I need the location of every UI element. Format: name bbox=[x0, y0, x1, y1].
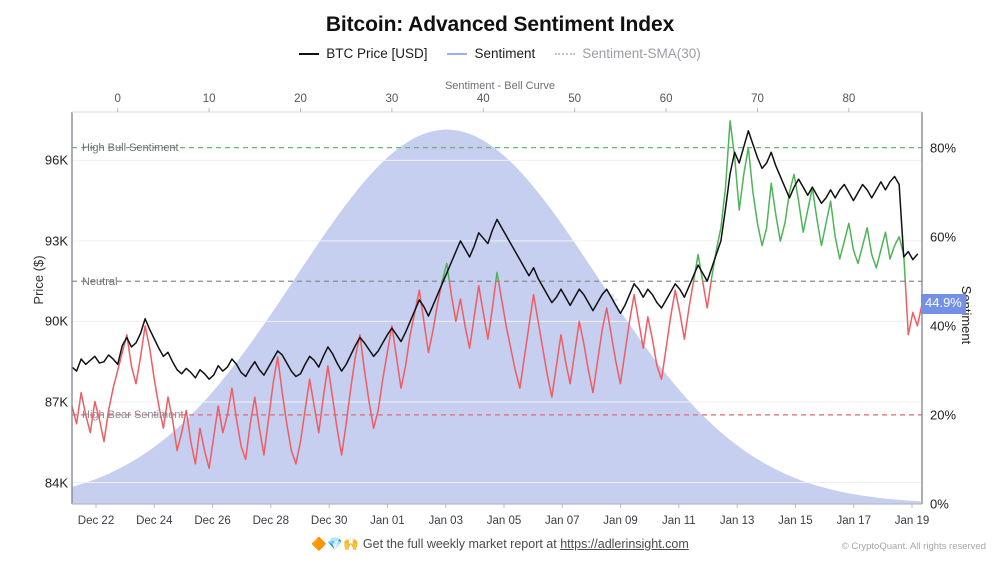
x-axis-tick-jan-03: Jan 03 bbox=[428, 515, 463, 527]
x-axis-tick-dec-30: Dec 30 bbox=[310, 515, 348, 527]
legend-swatch-sentiment bbox=[447, 52, 468, 55]
top-axis-tick-20: 20 bbox=[294, 93, 307, 105]
legend-item-btc-price[interactable]: BTC Price [USD] bbox=[299, 46, 427, 61]
x-axis-tick-jan-19: Jan 19 bbox=[894, 515, 930, 527]
x-axis-tick-jan-01: Jan 01 bbox=[370, 515, 405, 527]
x-axis-tick-jan-05: Jan 05 bbox=[486, 515, 522, 527]
x-axis-tick-jan-15: Jan 15 bbox=[778, 515, 813, 527]
y-axis-right-tick-20%: 20% bbox=[930, 407, 957, 423]
threshold-label-high-bear: High Bear Sentiment bbox=[82, 409, 184, 421]
x-axis-tick-dec-22: Dec 22 bbox=[77, 515, 115, 527]
x-axis-tick-jan-17: Jan 17 bbox=[836, 515, 871, 527]
chart-legend: BTC Price [USD] Sentiment Sentiment-SMA(… bbox=[0, 46, 1000, 61]
top-axis-tick-30: 30 bbox=[385, 93, 399, 105]
series-group bbox=[72, 120, 922, 470]
top-axis-title: Sentiment - Bell Curve bbox=[444, 80, 556, 92]
y-axis-right-tick-60%: 60% bbox=[930, 229, 957, 245]
footer-promo-link[interactable]: https://adlerinsight.com bbox=[560, 537, 689, 551]
x-axis-tick-jan-13: Jan 13 bbox=[719, 515, 755, 527]
legend-label-btc-price: BTC Price [USD] bbox=[326, 46, 428, 61]
y-axis-left-tick-93K: 93K bbox=[44, 233, 68, 249]
y-axis-left-tick-96K: 96K bbox=[44, 152, 68, 168]
x-axis-tick-dec-28: Dec 28 bbox=[252, 515, 290, 527]
legend-item-sentiment-sma[interactable]: Sentiment-SMA(30) bbox=[555, 46, 701, 61]
y-axis-left-tick-90K: 90K bbox=[44, 313, 68, 329]
diamond-hands-emoji-icon: 🔶💎🙌 bbox=[311, 537, 360, 551]
threshold-label-high-bull: High Bull Sentiment bbox=[82, 142, 179, 154]
x-axis-ticks bbox=[95, 504, 913, 508]
threshold-label-neutral: Neutral bbox=[82, 276, 118, 288]
top-axis-tick-70: 70 bbox=[751, 93, 764, 105]
x-axis-tick-dec-26: Dec 26 bbox=[194, 515, 231, 527]
btc-price-series bbox=[72, 130, 919, 380]
x-axis-tick-jan-07: Jan 07 bbox=[545, 515, 580, 527]
y-axis-left-tick-84K: 84K bbox=[44, 475, 68, 491]
top-axis-tick-40: 40 bbox=[476, 93, 490, 105]
top-axis-tick-50: 50 bbox=[568, 93, 582, 105]
y-axis-right-tick-40%: 40% bbox=[930, 318, 957, 334]
x-axis-tick-jan-09: Jan 09 bbox=[603, 515, 638, 527]
x-axis-tick-dec-24: Dec 24 bbox=[136, 515, 173, 527]
y-axis-left-tick-87K: 87K bbox=[44, 394, 68, 410]
x-axis-tick-jan-11: Jan 11 bbox=[662, 515, 696, 527]
legend-swatch-sentiment-sma bbox=[555, 52, 576, 55]
footer-copyright: © CryptoQuant. All rights reserved bbox=[841, 541, 986, 552]
top-axis-ticks bbox=[117, 108, 850, 112]
top-axis-tick-0: 0 bbox=[114, 93, 121, 105]
footer-promo: 🔶💎🙌 Get the full weekly market report at… bbox=[0, 537, 1000, 552]
legend-swatch-btc-price bbox=[299, 52, 320, 55]
threshold-lines bbox=[72, 147, 922, 416]
sentiment-value-badge: 44.9% bbox=[921, 293, 966, 314]
y-axis-right-tick-80%: 80% bbox=[930, 140, 957, 156]
top-axis-tick-60: 60 bbox=[659, 93, 673, 105]
y-axis-right-tick-0%: 0% bbox=[930, 496, 949, 512]
legend-label-sentiment-sma: Sentiment-SMA(30) bbox=[582, 46, 701, 61]
footer-promo-text: Get the full weekly market report at bbox=[362, 537, 557, 551]
sentiment-series bbox=[72, 120, 922, 470]
legend-label-sentiment: Sentiment bbox=[474, 46, 536, 61]
top-axis-tick-10: 10 bbox=[202, 93, 216, 105]
page-title: Bitcoin: Advanced Sentiment Index bbox=[325, 13, 675, 36]
top-axis-tick-80: 80 bbox=[842, 93, 856, 105]
legend-item-sentiment[interactable]: Sentiment bbox=[447, 46, 535, 61]
